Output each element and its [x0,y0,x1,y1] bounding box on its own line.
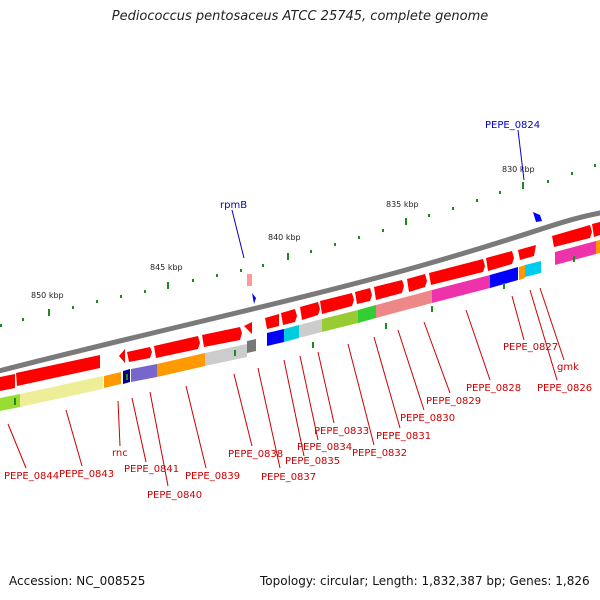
map-title: Pediococcus pentosaceus ATCC 25745, comp… [111,9,489,24]
label-pepe-0826[interactable]: PEPE_0826 [537,383,592,394]
label-pepe-0834[interactable]: PEPE_0834 [297,442,352,453]
label-rnc[interactable]: rnc [112,448,128,459]
gene-fwd[interactable] [154,336,200,358]
gene-category[interactable] [555,241,596,265]
label-pepe-0827[interactable]: PEPE_0827 [503,342,558,353]
gene-fwd[interactable] [320,293,354,314]
position-dots [0,164,596,327]
position-labels: 830 kbp 835 kbp 840 kbp 845 kbp 850 kbp [31,165,535,300]
label-pepe-0840[interactable]: PEPE_0840 [147,490,202,501]
gene-category[interactable] [322,310,358,332]
gene-fwd[interactable] [552,225,592,247]
label-pepe-0835[interactable]: PEPE_0835 [285,456,340,467]
gene-fwd[interactable] [300,302,320,320]
gene-category[interactable] [432,275,490,303]
gene-category[interactable] [205,344,247,366]
position-major-ticks [48,182,524,316]
label-845kbp: 845 kbp [150,263,183,272]
gene-fwd[interactable] [518,245,536,260]
gene-category[interactable] [247,339,256,353]
label-pepe-0838[interactable]: PEPE_0838 [228,449,283,460]
label-pepe-0832[interactable]: PEPE_0832 [352,448,407,459]
gene-labels: PEPE_0824 rpmB PEPE_0827 gmk PEPE_0826 P… [4,120,592,501]
genome-summary-text: Topology: circular; Length: 1,832,387 bp… [260,574,590,588]
gene-fwd[interactable] [355,288,372,304]
label-pepe-0843[interactable]: PEPE_0843 [59,469,114,480]
forward-strand-genes[interactable] [0,222,600,391]
label-pepe-0839[interactable]: PEPE_0839 [185,471,240,482]
label-pepe-0828[interactable]: PEPE_0828 [466,383,521,394]
gene-fwd[interactable] [592,222,600,237]
gene-fwd[interactable] [407,274,427,292]
gene-pepe-0824[interactable] [533,212,542,222]
gene-fwd[interactable] [281,309,297,325]
label-pepe-0824[interactable]: PEPE_0824 [485,120,540,131]
label-830kbp: 830 kbp [502,165,535,174]
gene-rpmb[interactable] [247,274,252,286]
gene-category[interactable] [157,353,205,377]
label-pepe-0830[interactable]: PEPE_0830 [400,413,455,424]
gene-fwd[interactable] [119,349,125,363]
gene-fwd[interactable] [374,280,404,300]
label-pepe-0844[interactable]: PEPE_0844 [4,471,59,482]
label-pepe-0831[interactable]: PEPE_0831 [376,431,431,442]
gene-fwd[interactable] [244,322,252,334]
gene-category[interactable] [104,372,121,388]
gene-category[interactable] [519,265,525,280]
label-pepe-0841[interactable]: PEPE_0841 [124,464,179,475]
label-gmk[interactable]: gmk [557,362,579,373]
category-track[interactable] [0,240,600,411]
label-pepe-0833[interactable]: PEPE_0833 [314,426,369,437]
gene-category[interactable] [490,267,518,288]
gene-fwd[interactable] [429,259,485,285]
label-840kbp: 840 kbp [268,233,301,242]
gene-fwd[interactable] [486,251,514,271]
label-850kbp: 850 kbp [31,291,64,300]
label-835kbp: 835 kbp [386,200,419,209]
gene-category[interactable] [299,319,322,338]
gene-category[interactable] [20,376,103,407]
gene-category[interactable] [376,290,432,318]
lower-dots [14,256,575,405]
accession-text: Accession: NC_008525 [9,574,146,588]
gene-rpmb-arrow[interactable] [252,293,256,304]
gene-fwd[interactable] [265,314,279,329]
label-pepe-0829[interactable]: PEPE_0829 [426,396,481,407]
gene-fwd[interactable] [127,347,152,362]
gene-category[interactable] [0,394,20,411]
gene-category[interactable] [596,240,600,254]
gene-category[interactable] [525,261,541,277]
label-rpmb[interactable]: rpmB [220,200,247,211]
gene-category[interactable] [267,329,284,346]
gene-fwd[interactable] [16,355,100,386]
gene-category[interactable] [284,325,299,342]
leader-lines [7,129,565,487]
genome-backbone [0,210,600,374]
gene-category[interactable] [358,305,376,323]
label-pepe-0837[interactable]: PEPE_0837 [261,472,316,483]
gene-category[interactable] [131,364,157,382]
gene-0844-fwd[interactable] [0,374,15,391]
gene-fwd[interactable] [202,327,242,347]
